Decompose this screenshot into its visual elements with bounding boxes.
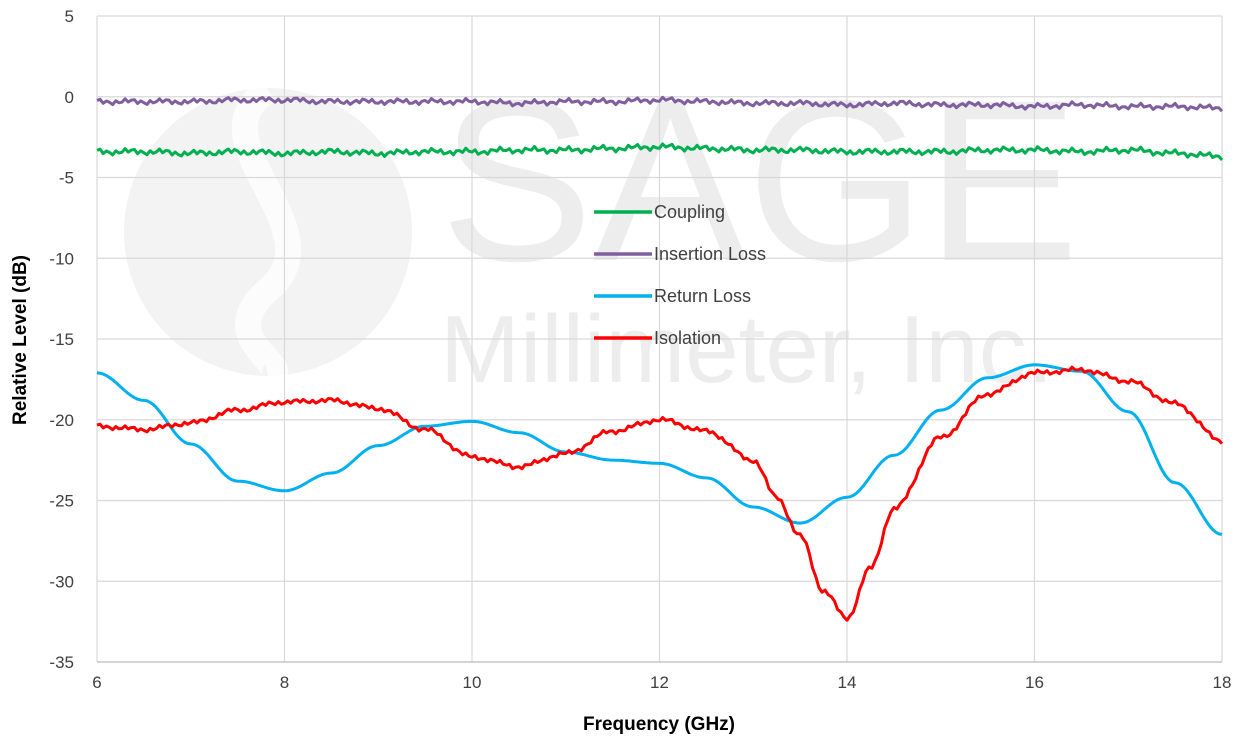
x-tick-label: 10 — [463, 673, 482, 692]
legend-label: Coupling — [654, 202, 725, 222]
watermark-text-brand: SAGE — [440, 52, 1079, 309]
x-tick-label: 6 — [92, 673, 101, 692]
series-line-isolation — [96, 365, 1224, 622]
x-tick-label: 14 — [838, 673, 857, 692]
y-tick-label: -15 — [49, 330, 74, 349]
watermark-logo-swirl — [231, 79, 302, 389]
legend-label: Isolation — [654, 328, 721, 348]
y-tick-label: -10 — [49, 249, 74, 268]
x-axis-title: Frequency (GHz) — [583, 714, 735, 735]
y-tick-label: -25 — [49, 492, 74, 511]
series-line-return-loss — [96, 363, 1223, 536]
series-line-insertion-loss — [96, 95, 1224, 113]
y-tick-label: 0 — [65, 88, 74, 107]
legend: Coupling Insertion Loss Return Loss Isolati… — [594, 202, 766, 348]
x-tick-label: 12 — [650, 673, 669, 692]
y-tick-label: -30 — [49, 572, 74, 591]
series-layer — [96, 95, 1224, 622]
series-line-coupling — [96, 142, 1224, 161]
x-tick-label: 18 — [1213, 673, 1232, 692]
y-tick-label: -5 — [59, 169, 74, 188]
watermark-logo — [124, 88, 412, 376]
legend-label: Return Loss — [654, 286, 751, 306]
x-tick-label: 16 — [1025, 673, 1044, 692]
watermark: SAGE Millimeter, Inc. — [124, 52, 1079, 403]
y-tick-label: -35 — [49, 653, 74, 672]
tick-labels: 6 8 10 12 14 16 18 5 0 -5 -10 -15 -20 -25 -30 -35 — [49, 7, 1231, 692]
y-axis-title: Relative Level (dB) — [10, 255, 31, 425]
y-tick-label: 5 — [65, 7, 74, 26]
x-tick-label: 8 — [280, 673, 289, 692]
y-tick-label: -20 — [49, 411, 74, 430]
legend-label: Insertion Loss — [654, 244, 766, 264]
watermark-text-company: Millimeter, Inc. — [440, 296, 1053, 403]
